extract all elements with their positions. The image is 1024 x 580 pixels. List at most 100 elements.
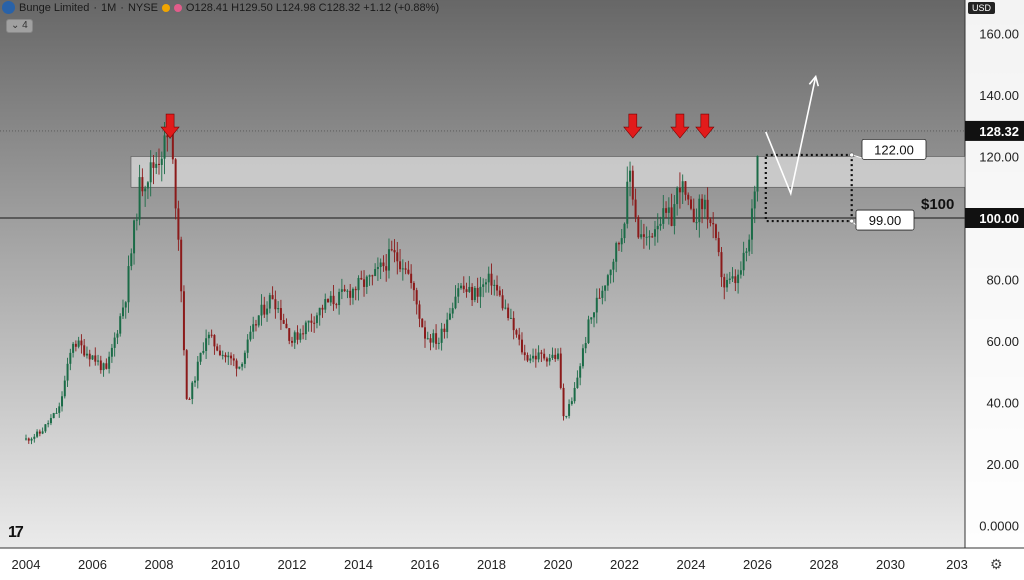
candle-body — [285, 323, 288, 329]
candle-body — [670, 207, 673, 226]
candle-body — [753, 191, 756, 209]
candle-body — [748, 239, 751, 252]
candle-body — [127, 266, 130, 303]
exchange-label: NYSE — [127, 1, 158, 14]
red-down-arrow-icon — [160, 113, 180, 139]
candle-body — [191, 382, 194, 400]
candle-body — [426, 338, 429, 340]
candle-body — [612, 261, 615, 270]
candle-body — [260, 304, 263, 316]
candle-body — [257, 315, 260, 326]
candle-body — [562, 387, 565, 417]
candle-body — [728, 278, 731, 280]
candle-body — [645, 236, 648, 238]
symbol-header: Bunge Limited · 1M · NYSE O128.41 H129.5… — [2, 1, 439, 14]
candle-body — [726, 279, 729, 288]
candle-body — [340, 289, 343, 292]
candle-body — [412, 282, 415, 291]
candle-body — [648, 236, 651, 238]
candle-body — [545, 358, 548, 362]
candle-body — [756, 155, 759, 192]
candle-body — [199, 352, 202, 362]
candle-body — [435, 333, 438, 344]
candle-body — [55, 412, 58, 414]
candle-body — [166, 135, 169, 138]
candle-body — [61, 396, 64, 407]
candle-body — [468, 286, 471, 292]
candle-body — [548, 357, 551, 362]
x-tick-label: 2026 — [743, 557, 772, 572]
candle-body — [457, 288, 460, 297]
candle-body — [83, 345, 86, 356]
candle-body — [243, 352, 246, 364]
candle-body — [673, 204, 676, 226]
candle-body — [302, 333, 305, 335]
candle-body — [58, 406, 61, 413]
candle-body — [149, 162, 152, 183]
candle-body — [202, 350, 205, 353]
candle-body — [460, 285, 463, 289]
symbol-name[interactable]: Bunge Limited — [19, 1, 90, 14]
candle-body — [30, 438, 33, 441]
candle-body — [576, 377, 579, 388]
candle-body — [642, 234, 645, 237]
candle-body — [72, 343, 75, 353]
candle-body — [343, 289, 346, 292]
candle-body — [357, 277, 360, 291]
candle-body — [734, 276, 737, 284]
candle-body — [304, 322, 307, 335]
candle-body — [631, 170, 634, 200]
candle-body — [620, 238, 623, 245]
candle-body — [723, 277, 726, 288]
callout-box[interactable] — [855, 209, 915, 231]
interval-label[interactable]: 1M — [101, 1, 117, 14]
candle-body — [382, 262, 385, 267]
candle-body — [446, 319, 449, 332]
candle-body — [171, 126, 174, 160]
gear-icon[interactable]: ⚙ — [990, 556, 1003, 572]
candle-body — [418, 304, 421, 319]
candle-body — [601, 290, 604, 298]
candle-body — [404, 268, 407, 270]
candle-body — [712, 223, 715, 225]
x-tick-label: 2028 — [810, 557, 839, 572]
resistance-zone — [130, 156, 966, 188]
candle-body — [221, 354, 224, 356]
candle-body — [246, 339, 249, 353]
candle-body — [252, 324, 255, 332]
candle-body — [182, 291, 185, 351]
candle-body — [102, 363, 105, 371]
candle-body — [465, 289, 468, 292]
callout-box[interactable] — [861, 138, 927, 160]
indicators-toggle[interactable]: ⌄ 4 — [6, 19, 33, 33]
candle-body — [742, 252, 745, 271]
candle-body — [160, 158, 163, 165]
candle-body — [701, 198, 704, 210]
y-tick-label: 80.00 — [986, 273, 1019, 288]
y-tick-label: 160.00 — [979, 27, 1019, 42]
candle-body — [338, 291, 341, 306]
x-tick-label: 2024 — [677, 557, 706, 572]
candle-body — [698, 198, 701, 223]
currency-badge[interactable]: USD — [968, 2, 996, 14]
candle-body — [282, 320, 285, 324]
candle-body — [80, 340, 83, 346]
candle-body — [363, 279, 366, 287]
candle-body — [731, 276, 734, 279]
candle-body — [595, 297, 598, 313]
y-tick-label: 100.00 — [979, 211, 1019, 226]
candle-body — [224, 354, 227, 358]
candle-body — [410, 273, 413, 283]
candle-body — [49, 418, 52, 424]
indicator-count: 4 — [22, 20, 28, 31]
candle-body — [144, 188, 147, 192]
candle-body — [714, 224, 717, 238]
candle-body — [421, 318, 424, 328]
candle-body — [518, 334, 521, 340]
candle-body — [745, 251, 748, 253]
candle-body — [692, 208, 695, 223]
candle-body — [25, 438, 27, 440]
candle-body — [717, 237, 720, 253]
